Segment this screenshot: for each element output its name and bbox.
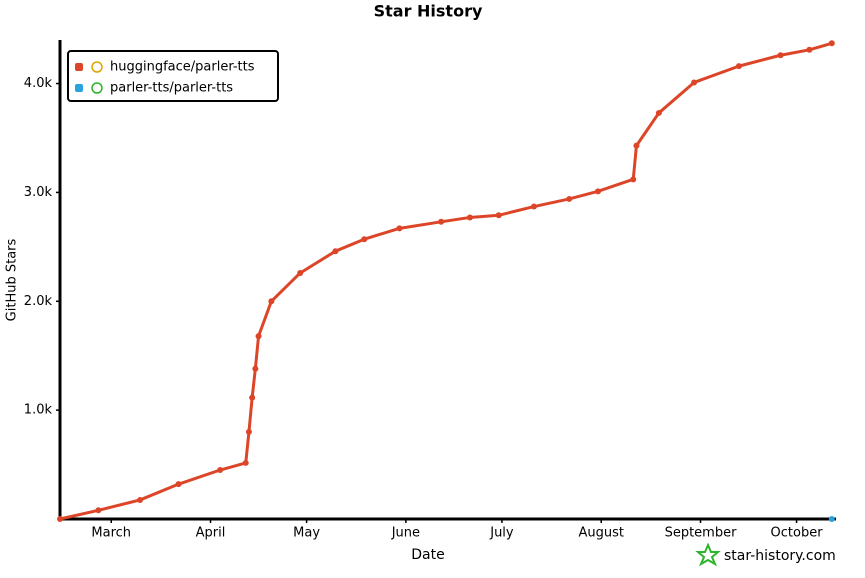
y-tick-label: 2.0k — [24, 294, 53, 309]
data-point — [396, 225, 403, 232]
data-point — [249, 394, 256, 401]
series-line — [59, 41, 833, 521]
data-point — [828, 40, 835, 47]
legend-label: parler-tts/parler-tts — [110, 81, 233, 96]
watermark-icon — [695, 542, 721, 567]
data-point — [828, 516, 835, 522]
x-tick-label: August — [578, 526, 624, 541]
data-point — [438, 218, 445, 225]
data-point — [566, 195, 573, 202]
data-point — [217, 467, 224, 474]
legend-swatch — [75, 63, 83, 71]
data-point — [361, 236, 368, 243]
watermark: star-history.com — [695, 542, 836, 567]
data-point — [245, 428, 252, 435]
legend-icon — [91, 61, 103, 73]
y-tick-label: 4.0k — [24, 76, 53, 91]
data-point — [252, 365, 259, 372]
watermark-text: star-history.com — [724, 548, 836, 564]
data-point — [691, 79, 698, 86]
data-point — [95, 507, 102, 514]
x-tick-label: May — [293, 526, 320, 541]
data-point — [495, 212, 502, 219]
x-tick-label: October — [771, 526, 824, 541]
chart-title: Star History — [374, 2, 483, 21]
legend-swatch — [75, 84, 83, 92]
x-tick-label: March — [91, 526, 131, 541]
data-point — [332, 248, 339, 255]
legend: huggingface/parler-tts parler-tts/parler-… — [67, 50, 279, 102]
y-axis-label: GitHub Stars — [5, 238, 20, 321]
data-point — [735, 63, 742, 70]
legend-box — [67, 50, 279, 102]
x-tick-label: July — [489, 526, 514, 541]
data-point — [175, 481, 182, 488]
x-tick-label: June — [391, 526, 420, 541]
data-point — [137, 496, 144, 503]
data-point — [466, 214, 473, 221]
data-point — [806, 46, 813, 53]
data-point — [297, 269, 304, 276]
y-tick-label: 3.0k — [24, 185, 53, 200]
data-point — [633, 142, 640, 149]
y-tick-label: 1.0k — [24, 403, 53, 418]
data-point — [777, 52, 784, 59]
data-point — [655, 109, 662, 116]
legend-icon — [91, 82, 103, 94]
data-point — [57, 516, 63, 522]
data-point — [630, 176, 637, 183]
data-point — [255, 333, 262, 340]
x-tick-label: April — [196, 526, 226, 541]
data-point — [595, 188, 602, 195]
data-point — [268, 298, 275, 305]
data-point — [530, 203, 537, 210]
legend-label: huggingface/parler-tts — [110, 60, 255, 75]
data-point — [242, 459, 249, 466]
x-tick-label: September — [665, 526, 738, 541]
x-axis-label: Date — [411, 547, 444, 563]
